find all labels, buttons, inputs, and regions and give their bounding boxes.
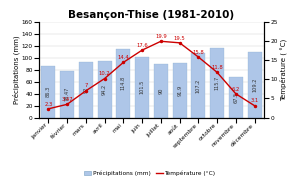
Text: 92: 92	[83, 87, 88, 93]
Title: Besançon-Thise (1981-2010): Besançon-Thise (1981-2010)	[68, 10, 235, 20]
Text: 3.1: 3.1	[250, 98, 259, 104]
Text: 115.7: 115.7	[214, 76, 220, 90]
Text: 2.3: 2.3	[44, 102, 52, 107]
Bar	[154, 64, 168, 118]
Text: 19.9: 19.9	[155, 34, 167, 39]
Y-axis label: Précipitations (mm): Précipitations (mm)	[13, 35, 20, 104]
Bar	[116, 49, 130, 118]
Y-axis label: Température ( °C): Température ( °C)	[279, 39, 286, 101]
Text: 15.8: 15.8	[193, 50, 204, 55]
Text: 14.4: 14.4	[118, 55, 129, 60]
Legend: Précipitations (mm), Température (°C): Précipitations (mm), Température (°C)	[82, 168, 218, 178]
Text: 10.2: 10.2	[99, 71, 110, 76]
Bar	[98, 61, 112, 118]
Text: 114.8: 114.8	[121, 76, 126, 90]
Text: 17.6: 17.6	[136, 43, 148, 48]
Bar	[229, 77, 243, 118]
Text: 19.5: 19.5	[174, 35, 185, 41]
Bar	[172, 63, 187, 118]
Text: 7: 7	[84, 83, 88, 89]
Bar	[191, 53, 206, 118]
Text: 109.2: 109.2	[252, 78, 257, 92]
Bar	[135, 57, 149, 118]
Bar	[210, 48, 224, 118]
Text: 11.8: 11.8	[211, 65, 223, 70]
Bar	[60, 71, 74, 118]
Text: 94.2: 94.2	[102, 84, 107, 95]
Text: 107.2: 107.2	[196, 78, 201, 93]
Text: 78.47: 78.47	[64, 87, 70, 101]
Bar	[79, 62, 93, 118]
Text: 90: 90	[158, 87, 164, 94]
Text: 3.47: 3.47	[61, 97, 73, 102]
Text: 6.2: 6.2	[232, 87, 240, 92]
Text: 101.5: 101.5	[140, 80, 145, 94]
Text: 91.9: 91.9	[177, 85, 182, 96]
Text: 86.3: 86.3	[46, 86, 51, 97]
Bar	[41, 66, 56, 118]
Bar	[248, 52, 262, 118]
Text: 67.5: 67.5	[233, 92, 238, 103]
